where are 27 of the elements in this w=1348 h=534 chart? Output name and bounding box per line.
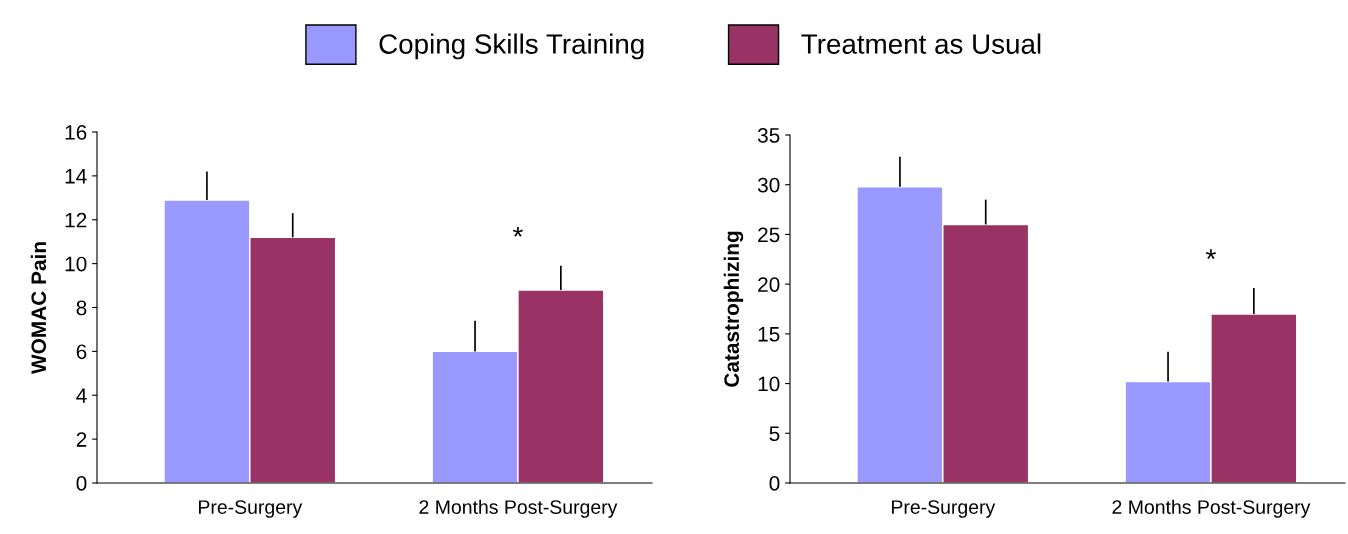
annotation: * bbox=[512, 226, 523, 237]
legend-label: Treatment as Usual bbox=[801, 33, 1041, 54]
y-tick-label: 25 bbox=[758, 227, 780, 243]
y-tick-label: 12 bbox=[65, 212, 87, 228]
y-tick-label: 4 bbox=[76, 388, 87, 403]
y-tick-label: 20 bbox=[758, 277, 780, 292]
y-tick-label: 10 bbox=[65, 256, 87, 272]
y-tick-label: 35 bbox=[757, 128, 780, 143]
x-tick-label: 2 Months Post-Surgery bbox=[419, 499, 618, 518]
annotation: * bbox=[1205, 249, 1216, 260]
x-tick-label: Pre-Surgery bbox=[892, 500, 996, 518]
x-tick-label: Pre-Surgery bbox=[199, 500, 303, 518]
y-tick-label: 8 bbox=[76, 300, 87, 316]
y-tick-label: 0 bbox=[76, 476, 87, 491]
x-tick-label: 2 Months Post-Surgery bbox=[1112, 499, 1311, 518]
y-tick-label: 15 bbox=[758, 327, 780, 342]
y-tick-label: 5 bbox=[769, 426, 780, 442]
legend-label: Coping Skills Training bbox=[379, 33, 644, 60]
y-tick-label: 30 bbox=[757, 177, 780, 193]
y-tick-label: 0 bbox=[769, 476, 780, 491]
y-tick-label: 14 bbox=[65, 169, 87, 184]
y-tick-label: 10 bbox=[758, 376, 780, 392]
y-axis-title: Catastrophizing bbox=[723, 231, 744, 387]
y-tick-label: 6 bbox=[76, 344, 87, 360]
y-axis-title: WOMAC Pain bbox=[30, 242, 47, 375]
y-tick-label: 2 bbox=[76, 432, 87, 447]
y-tick-label: 16 bbox=[65, 125, 87, 140]
